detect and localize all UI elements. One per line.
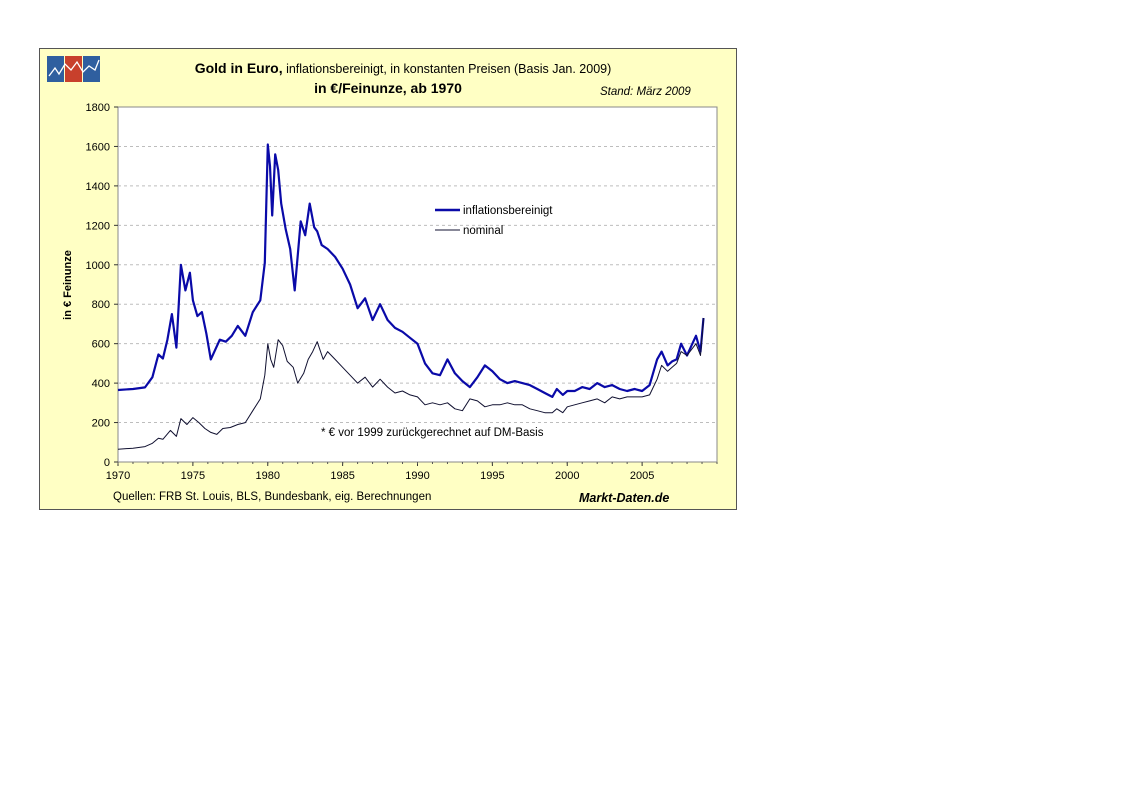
y-tick-label: 1200 <box>86 220 110 232</box>
chart-frame: Gold in Euro, inflationsbereinigt, in ko… <box>39 48 737 510</box>
brand-logo-icon <box>47 56 101 82</box>
stand-date: Stand: März 2009 <box>600 86 691 98</box>
x-tick-label: 1970 <box>106 470 130 482</box>
chart-subtitle: in €/Feinunze, ab 1970 <box>314 80 462 96</box>
y-tick-label: 1600 <box>86 141 110 153</box>
x-tick-label: 1980 <box>256 470 280 482</box>
plot-area <box>117 106 718 463</box>
y-axis-label: in € Feinunze <box>62 250 74 320</box>
y-tick-label: 200 <box>92 418 110 430</box>
legend-label-real: inflationsbereinigt <box>463 205 553 217</box>
y-tick-label: 1800 <box>86 102 110 114</box>
chart-title-sub: inflationsbereinigt, in konstanten Preis… <box>282 62 612 76</box>
y-tick-label: 600 <box>92 339 110 351</box>
x-tick-label: 2000 <box>555 470 579 482</box>
chart-title: Gold in Euro, inflationsbereinigt, in ko… <box>40 60 736 76</box>
series-line-real <box>117 143 705 398</box>
y-tick-label: 1400 <box>86 181 110 193</box>
brand-name: Markt-Daten.de <box>579 491 670 505</box>
x-tick-label: 1985 <box>330 470 354 482</box>
y-tick-label: 400 <box>92 378 110 390</box>
legend-label-nominal: nominal <box>463 225 503 237</box>
x-tick-label: 1990 <box>405 470 429 482</box>
y-tick-label: 1000 <box>86 260 110 272</box>
x-tick-label: 1995 <box>480 470 504 482</box>
y-tick-label: 800 <box>92 299 110 311</box>
x-tick-label: 2005 <box>630 470 654 482</box>
chart-annotation: * € vor 1999 zurückgerechnet auf DM-Basi… <box>321 427 544 439</box>
chart-title-main: Gold in Euro, <box>194 60 283 76</box>
chart-plot: 0 200 400 600 800 1000 1200 1400 1600 1800 1970 197… <box>62 102 718 482</box>
series-line-nominal <box>117 317 704 450</box>
sources-note: Quellen: FRB St. Louis, BLS, Bundesbank,… <box>113 491 432 503</box>
x-tick-label: 1975 <box>181 470 205 482</box>
y-tick-label: 0 <box>104 457 110 469</box>
